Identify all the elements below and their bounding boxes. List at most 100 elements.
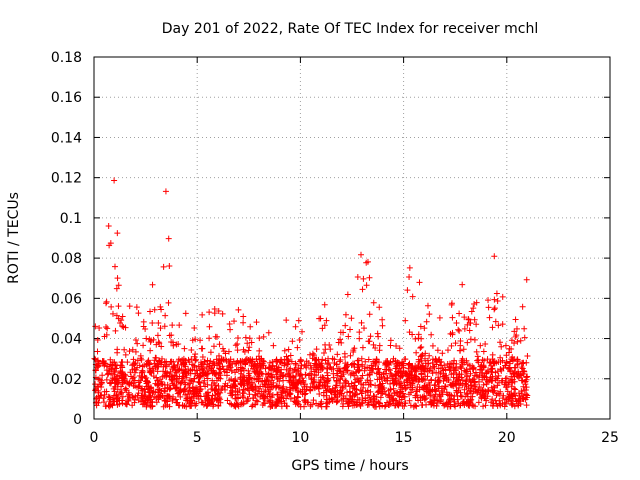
data-point — [241, 358, 248, 365]
data-point — [251, 362, 258, 369]
data-point — [364, 372, 371, 379]
data-point — [517, 401, 524, 408]
data-point — [508, 337, 515, 344]
data-point — [176, 322, 183, 329]
data-point — [471, 378, 478, 385]
data-point — [475, 359, 482, 366]
data-point — [392, 397, 399, 404]
data-point — [228, 392, 235, 399]
data-point — [341, 353, 348, 360]
data-point — [521, 387, 528, 394]
data-point — [514, 361, 521, 368]
data-point — [489, 365, 496, 372]
data-point — [118, 370, 125, 377]
data-point — [203, 363, 210, 370]
data-point — [158, 388, 165, 395]
data-point — [463, 368, 470, 375]
data-point — [466, 402, 473, 409]
data-point — [191, 375, 198, 382]
data-point — [294, 388, 301, 395]
data-point — [232, 342, 239, 349]
data-point — [426, 387, 433, 394]
data-point — [327, 346, 334, 353]
data-point — [310, 397, 317, 404]
data-point — [331, 360, 338, 367]
data-point — [402, 385, 409, 392]
data-point — [437, 362, 444, 369]
data-point — [115, 282, 122, 289]
data-point — [448, 371, 455, 378]
data-point — [248, 339, 255, 346]
data-point — [108, 401, 115, 408]
data-point — [266, 393, 273, 400]
data-point — [338, 390, 345, 397]
data-point — [492, 369, 499, 376]
data-point — [467, 396, 474, 403]
y-tick-label: 0.16 — [51, 90, 82, 106]
data-point — [323, 403, 330, 410]
data-point — [453, 319, 460, 326]
data-point — [101, 391, 108, 398]
data-point — [295, 317, 302, 324]
data-point — [506, 364, 513, 371]
data-point — [122, 386, 129, 393]
data-point — [239, 393, 246, 400]
data-point — [94, 362, 101, 369]
data-point — [443, 389, 450, 396]
data-point — [211, 362, 218, 369]
data-point — [170, 373, 177, 380]
data-point — [349, 384, 356, 391]
data-point — [281, 400, 288, 407]
data-point — [145, 383, 152, 390]
data-point — [364, 389, 371, 396]
data-point — [438, 396, 445, 403]
data-point — [426, 311, 433, 318]
y-tick-label: 0.18 — [51, 50, 82, 66]
data-point — [473, 321, 480, 328]
data-point — [241, 348, 248, 355]
data-point — [517, 372, 524, 379]
data-point — [103, 376, 110, 383]
data-point — [234, 335, 241, 342]
data-point — [170, 342, 177, 349]
plot-frame — [93, 56, 611, 420]
data-point — [461, 314, 468, 321]
data-point — [480, 363, 487, 370]
data-point — [240, 319, 247, 326]
data-point — [504, 388, 511, 395]
data-point — [126, 303, 133, 310]
data-point — [175, 356, 182, 363]
data-point — [521, 334, 528, 341]
data-point — [115, 394, 122, 401]
data-point — [149, 390, 156, 397]
data-point — [158, 306, 165, 313]
data-point — [317, 400, 324, 407]
data-point — [158, 343, 165, 350]
data-point — [174, 390, 181, 397]
data-point — [247, 356, 254, 363]
data-point — [188, 356, 195, 363]
data-point — [216, 365, 223, 372]
data-point — [258, 355, 265, 362]
data-point — [186, 376, 193, 383]
data-point — [199, 366, 206, 373]
data-point — [237, 380, 244, 387]
data-point — [229, 360, 236, 367]
data-point — [117, 390, 124, 397]
data-point — [354, 357, 361, 364]
data-point — [256, 347, 263, 354]
data-point — [464, 393, 471, 400]
data-point — [412, 394, 419, 401]
data-point — [423, 318, 430, 325]
data-point — [467, 336, 474, 343]
data-point — [393, 343, 400, 350]
data-point — [166, 385, 173, 392]
data-point — [325, 377, 332, 384]
data-point — [114, 380, 121, 387]
data-point — [382, 366, 389, 373]
data-point — [345, 399, 352, 406]
data-point — [419, 365, 426, 372]
data-point — [421, 396, 428, 403]
data-point — [348, 315, 355, 322]
data-point — [302, 390, 309, 397]
